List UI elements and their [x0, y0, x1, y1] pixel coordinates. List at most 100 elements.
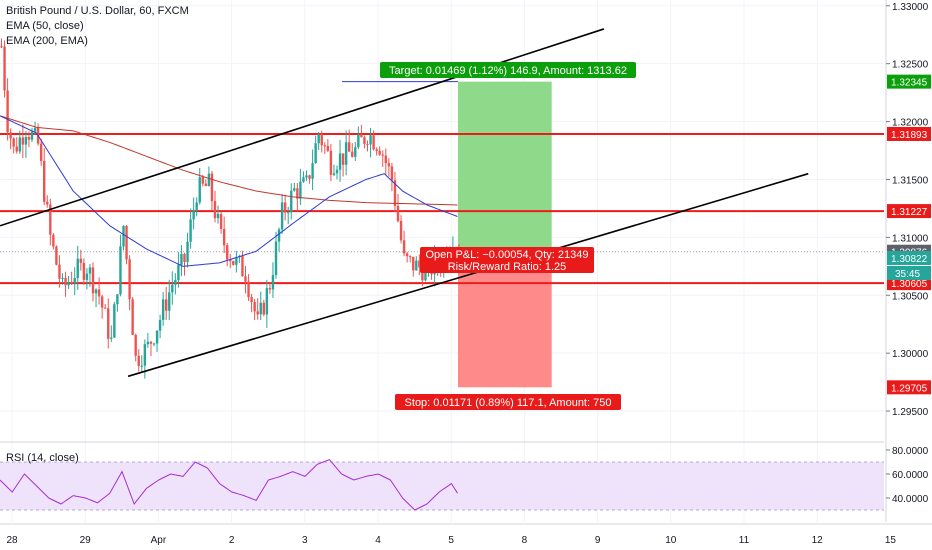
candle-body: [259, 302, 262, 315]
candle-body: [283, 202, 287, 213]
candle-body: [110, 337, 113, 339]
price-tick-label: 1.29500: [892, 407, 929, 418]
candle-body: [177, 264, 180, 281]
candle-body: [21, 137, 25, 145]
pnl-group: Open P&L: −0.00054, Qty: 21349Risk/Rewar…: [420, 247, 594, 273]
candle-body: [149, 341, 153, 344]
price-label: 1.31227: [891, 207, 928, 218]
candle-body: [360, 134, 363, 138]
candle-body: [357, 134, 360, 148]
candle-body: [299, 181, 302, 199]
candle-body: [271, 274, 275, 290]
time-tick-label: 10: [665, 535, 677, 546]
time-tick-label: 3: [302, 535, 308, 546]
price-label-group: 1.29705: [887, 380, 931, 395]
price-tick-label: 1.31000: [892, 233, 929, 244]
stop-label-group: Stop: 0.01171 (0.89%) 117.1, Amount: 750: [395, 394, 621, 410]
candle-body: [418, 260, 421, 268]
stop-zone: [458, 251, 552, 388]
candle-body: [253, 302, 256, 312]
candle-body: [409, 256, 412, 258]
candle-body: [122, 225, 125, 247]
candle-body: [351, 151, 354, 157]
position-tool: [342, 81, 552, 388]
candle-body: [113, 304, 116, 338]
candle-body: [277, 229, 281, 242]
candle-body: [314, 143, 317, 164]
candle-body: [171, 284, 174, 293]
candle-body: [378, 150, 381, 155]
pnl-bg: [420, 247, 594, 273]
candle-body: [100, 296, 104, 308]
candle-body: [256, 311, 259, 315]
candle-body: [137, 355, 140, 367]
candle-body: [43, 160, 46, 202]
price-label-bg: [887, 204, 931, 219]
candle-body: [348, 142, 351, 152]
price-tick-label: 1.32500: [892, 60, 929, 71]
candle-body: [0, 46, 3, 48]
candle-body: [174, 280, 177, 285]
candle-body: [311, 163, 314, 179]
candle-body: [192, 209, 195, 220]
candle-body: [61, 277, 64, 279]
candle-body: [354, 147, 357, 157]
candle-body: [305, 175, 308, 178]
price-label-group: 1.32345: [887, 74, 931, 89]
candle-body: [384, 155, 387, 164]
candle-body: [302, 177, 305, 182]
target-label: Target: 0.01469 (1.12%) 146.9, Amount: 1…: [389, 65, 627, 77]
candle-body: [232, 261, 235, 265]
price-tick-label: 1.30500: [892, 291, 929, 302]
candle-body: [82, 262, 86, 280]
candles: [0, 38, 461, 379]
candle-body: [366, 143, 369, 145]
time-tick-label: 11: [739, 535, 750, 546]
countdown-bg: [887, 265, 931, 280]
candle-body: [67, 282, 70, 286]
candle-body: [64, 277, 67, 286]
candle-body: [18, 137, 21, 152]
time-tick-label: 8: [522, 535, 528, 546]
candle-body: [79, 258, 82, 263]
candle-body: [183, 253, 186, 263]
candle-body: [165, 299, 168, 311]
ema50-line: [0, 115, 458, 267]
candle-body: [412, 256, 415, 271]
candle-body: [332, 173, 336, 175]
price-label-group: 1.31893: [887, 126, 931, 141]
candle-body: [381, 154, 384, 156]
time-tick-label: 28: [6, 535, 18, 546]
candle-body: [143, 344, 147, 366]
price-tick-label: 1.33000: [892, 2, 929, 13]
candle-body: [274, 241, 278, 275]
candle-body: [287, 212, 290, 214]
price-label: 1.30605: [891, 279, 928, 290]
candle-body: [308, 175, 311, 179]
price-label-bg: [887, 126, 931, 141]
legend-ema50: EMA (50, close): [6, 20, 84, 32]
rsi-tick-label: 60.0000: [892, 470, 929, 481]
candle-body: [49, 204, 52, 235]
candle-body: [107, 308, 110, 339]
candle-body: [363, 137, 366, 144]
candle-body: [30, 131, 34, 140]
candle-body: [265, 288, 269, 315]
candle-body: [369, 135, 372, 145]
candle-body: [344, 142, 348, 165]
candle-body: [24, 137, 28, 145]
candle-body: [204, 183, 208, 187]
rsi-line: [0, 459, 458, 511]
candle-body: [88, 267, 92, 274]
candle-body: [317, 134, 320, 144]
candle-body: [134, 334, 137, 356]
time-tick-label: 12: [812, 535, 824, 546]
legend-ema200: EMA (200, EMA): [6, 35, 88, 47]
time-tick-label: 29: [80, 535, 92, 546]
candle-body: [268, 288, 272, 290]
price-label-bg: [887, 380, 931, 395]
price-tick-label: 1.32000: [892, 118, 929, 129]
